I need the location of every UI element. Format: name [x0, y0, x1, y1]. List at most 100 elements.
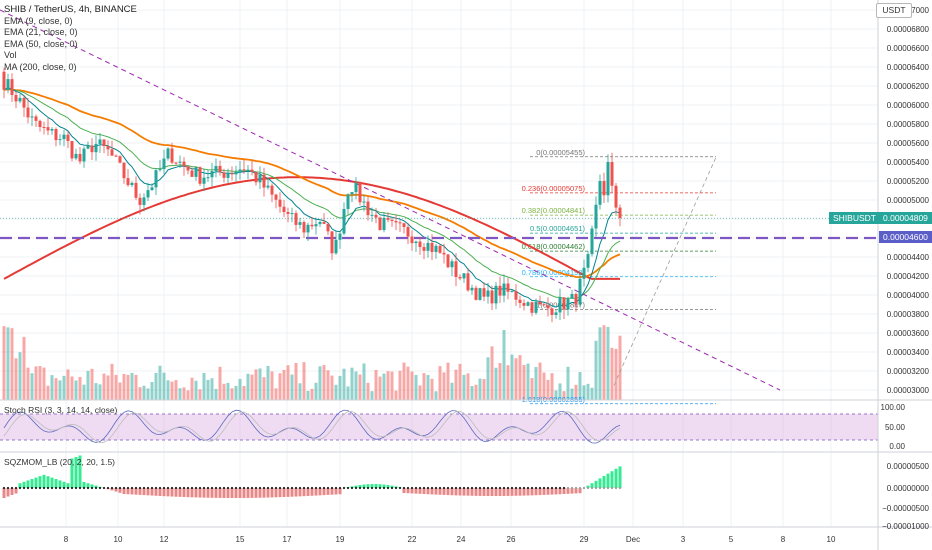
- legend-ema50[interactable]: EMA (50, close, 0): [4, 38, 78, 49]
- volume-bar: [290, 374, 294, 400]
- candle-body: [186, 166, 190, 171]
- sqz-dot: [342, 486, 346, 490]
- volume-bar: [522, 365, 526, 400]
- candle-body: [518, 299, 522, 304]
- sqz-dot: [34, 486, 38, 490]
- candle-body: [590, 228, 594, 255]
- legend-ema9[interactable]: EMA (9, close, 0): [4, 15, 73, 26]
- currency-button[interactable]: USDT: [876, 3, 912, 18]
- sqz-bar: [358, 485, 362, 488]
- volume-bar: [398, 370, 402, 400]
- sqz-bar: [422, 488, 426, 495]
- sqz-dot: [442, 486, 446, 490]
- volume-bar: [86, 370, 90, 400]
- sqz-bar: [114, 488, 118, 492]
- sqz-bar: [594, 480, 598, 488]
- volume-bar: [314, 382, 318, 400]
- candle-body: [26, 107, 30, 118]
- candle-body: [606, 162, 610, 196]
- sqz-dot: [130, 486, 134, 490]
- sqz-bar: [478, 488, 482, 496]
- sqz-dot: [66, 486, 70, 490]
- candle-body: [90, 145, 94, 153]
- candle-body: [170, 148, 174, 163]
- date-axis-label: 3: [681, 535, 686, 544]
- legend-ma200[interactable]: MA (200, close, 0): [4, 61, 77, 72]
- sqz-bar: [2, 488, 6, 498]
- sqz-bar: [274, 488, 278, 498]
- volume-bar: [374, 369, 378, 400]
- candle-body: [610, 162, 614, 186]
- date-axis-label: Dec: [626, 535, 640, 544]
- sqz-dot: [502, 486, 506, 490]
- candle-body: [366, 201, 370, 216]
- volume-bar: [94, 383, 98, 400]
- sqz-bar: [246, 488, 250, 498]
- candle-body: [138, 197, 142, 205]
- sqz-dot: [482, 486, 486, 490]
- candle-body: [22, 97, 26, 108]
- stoch-band: [0, 414, 878, 440]
- volume-bar: [598, 327, 602, 400]
- candle-body: [534, 301, 538, 313]
- sqz-dot: [382, 486, 386, 490]
- sqz-bar: [362, 484, 366, 488]
- sqz-bar: [414, 488, 418, 494]
- symbol-title[interactable]: SHIB / TetherUS, 4h, BINANCE: [4, 4, 137, 15]
- sqz-bar: [374, 484, 378, 488]
- sqz-bar: [574, 488, 578, 494]
- sqz-dot: [266, 486, 270, 490]
- sqz-dot: [618, 486, 622, 490]
- candle-body: [270, 185, 274, 195]
- volume-bar: [182, 387, 186, 400]
- volume-bar: [570, 388, 574, 400]
- sqz-dot: [82, 486, 86, 490]
- sqz-bar: [598, 478, 602, 488]
- sqz-dot: [450, 486, 454, 490]
- sqz-dot: [6, 486, 10, 490]
- volume-bar: [26, 367, 30, 400]
- legend-ema21[interactable]: EMA (21, close, 0): [4, 27, 78, 37]
- horizontal-line-price-tag: 0.00004600: [879, 231, 932, 243]
- sqz-dot: [106, 486, 110, 490]
- candle-body: [406, 226, 410, 237]
- sqz-bar: [462, 488, 466, 496]
- volume-bar: [102, 373, 106, 400]
- sqz-dot: [170, 486, 174, 490]
- price-axis-label: 0.00006200: [887, 82, 930, 91]
- sqz-bar: [258, 488, 262, 498]
- volume-bar: [222, 383, 226, 400]
- candle-body: [226, 173, 230, 178]
- volume-bar: [498, 363, 502, 400]
- stoch-rsi-label[interactable]: Stoch RSI (3, 3, 14, 14, close): [4, 405, 118, 415]
- volume-bar: [382, 373, 386, 400]
- candle-body: [94, 143, 98, 153]
- candle-body: [262, 174, 266, 188]
- sqz-dot: [350, 486, 354, 490]
- sqz-bar: [58, 480, 62, 488]
- sqzmom-label[interactable]: SQZMOM_LB (20, 2, 20, 1.5): [4, 457, 116, 467]
- sqz-dot: [326, 486, 330, 490]
- volume-bar: [462, 374, 466, 400]
- fib-level-label: 0.382(0.00004841): [522, 206, 586, 215]
- volume-bar: [386, 371, 390, 400]
- sqz-bar: [430, 488, 434, 495]
- sqz-dot: [2, 486, 6, 490]
- candle-body: [290, 213, 294, 215]
- sqz-bar: [62, 481, 66, 488]
- sqz-axis-label: −0.00001000: [882, 522, 929, 531]
- sqz-bar: [434, 488, 438, 495]
- volume-bar: [318, 366, 322, 400]
- sqz-bar: [382, 484, 386, 488]
- price-axis-label: 0.00003000: [887, 386, 930, 395]
- sqz-dot: [122, 486, 126, 490]
- candle-body: [426, 242, 430, 251]
- sqz-dot: [142, 486, 146, 490]
- date-axis-label: 8: [64, 535, 69, 544]
- candle-body: [38, 120, 42, 128]
- legend-vol[interactable]: Vol: [4, 50, 17, 60]
- sqz-dot: [506, 486, 510, 490]
- sqz-dot: [370, 486, 374, 490]
- volume-bar: [142, 385, 146, 400]
